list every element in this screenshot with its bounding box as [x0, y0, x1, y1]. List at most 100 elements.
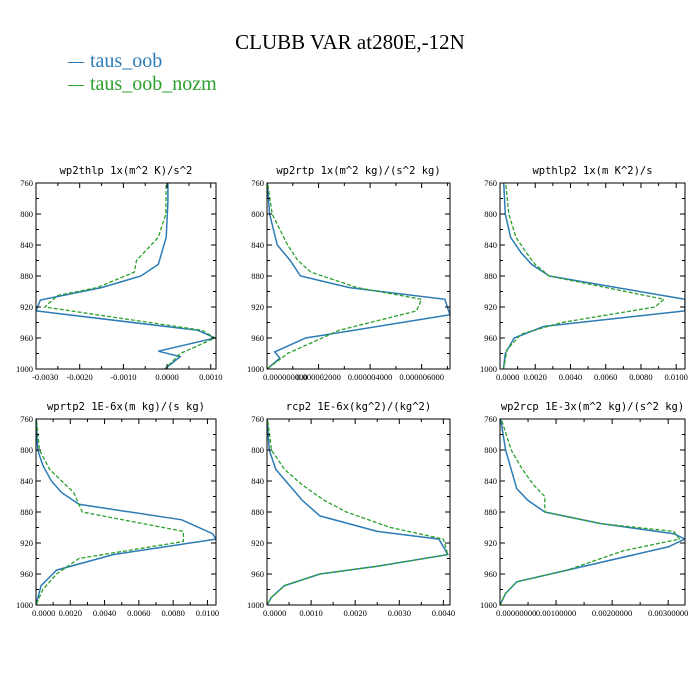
y-tick-label: 1000 — [480, 364, 497, 374]
plot-frame — [499, 418, 686, 606]
y-tick-label: 800 — [251, 209, 264, 219]
x-tick-label: 0.0000 — [155, 372, 178, 382]
x-tick-label: 0.0040 — [559, 372, 582, 382]
y-tick-label: 840 — [20, 476, 33, 486]
legend-swatch-blue — [68, 61, 84, 63]
y-tick-label: 1000 — [247, 364, 264, 374]
x-tick-label: 0.0000 — [263, 608, 286, 618]
plot-frame — [266, 418, 451, 606]
x-tick-label: 0.0080 — [161, 608, 184, 618]
x-tick-label: 0.0000 — [32, 608, 55, 618]
chart-panel-3: wpthlp2 1x(m K^2)/s 760 800 840 880 920 960 100… — [480, 165, 688, 382]
y-tick-label: 880 — [251, 271, 264, 281]
chart-panel-1: wp2thlp 1x(m^2 K)/s^2 760 800 840 880 920 960 1… — [16, 165, 222, 382]
x-tick-label: 0.0000 — [496, 372, 519, 382]
series-line-taus-oob — [36, 183, 216, 369]
y-tick-label: 920 — [20, 302, 33, 312]
y-tick-label: 840 — [20, 240, 33, 250]
y-tick-label: 760 — [484, 414, 497, 424]
y-tick-label: 920 — [484, 538, 497, 548]
y-tick-label: 960 — [251, 569, 264, 579]
y-tick-label: 920 — [20, 538, 33, 548]
y-tick-label: 880 — [20, 271, 33, 281]
plot-frame — [499, 182, 686, 370]
y-tick-label: 760 — [20, 414, 33, 424]
y-tick-label: 840 — [251, 476, 264, 486]
x-tick-label: 0.0080 — [629, 372, 652, 382]
y-tick-label: 800 — [484, 209, 497, 219]
y-tick-label: 760 — [484, 178, 497, 188]
y-tick-label: 800 — [484, 445, 497, 455]
chart-panel-4: wprtp2 1E-6x(m kg)/(s kg) 760 800 840 880 920… — [16, 401, 219, 618]
series-line-taus-oob-nozm — [500, 419, 681, 605]
x-tick-label: 0.00300000 — [648, 608, 688, 618]
series-line-taus-oob-nozm — [267, 419, 449, 605]
y-tick-label: 960 — [20, 569, 33, 579]
x-tick-label: 0.000002000 — [296, 372, 341, 382]
plot-frame — [35, 182, 217, 370]
y-tick-label: 960 — [251, 333, 264, 343]
x-tick-label: 0.0020 — [344, 608, 367, 618]
y-tick-label: 840 — [251, 240, 264, 250]
x-tick-label: 0.000000000 — [263, 372, 308, 382]
y-tick-label: 1000 — [16, 364, 33, 374]
x-tick-label: 0.00000000 — [496, 608, 536, 618]
x-tick-label: -0.0030 — [32, 372, 58, 382]
x-tick-label: -0.0010 — [110, 372, 136, 382]
x-tick-label: 0.0100 — [196, 608, 219, 618]
x-tick-label: 0.0020 — [524, 372, 547, 382]
page-title: CLUBB VAR at280E,-12N — [235, 30, 465, 54]
legend-label: taus_oob — [90, 50, 163, 72]
y-tick-label: 800 — [20, 445, 33, 455]
chart-panel-2: wp2rtp 1x(m^2 kg)/(s^2 kg) 760 800 840 880 92… — [247, 165, 451, 382]
chart-title: wpthlp2 1x(m K^2)/s — [532, 165, 652, 177]
x-tick-label: 0.00100000 — [536, 608, 576, 618]
x-tick-label: 0.0030 — [388, 608, 411, 618]
x-tick-label: 0.0060 — [127, 608, 150, 618]
y-tick-label: 1000 — [247, 600, 264, 610]
chart-panel-5: rcp2 1E-6x(kg^2)/(kg^2) 760 800 840 880 920 96… — [247, 401, 455, 618]
x-tick-label: 0.0010 — [299, 608, 322, 618]
y-tick-label: 960 — [484, 333, 497, 343]
y-tick-label: 800 — [20, 209, 33, 219]
legend-item-taus-oob-nozm: taus_oob_nozm — [68, 73, 217, 96]
series-line-taus-oob-nozm — [267, 183, 423, 369]
series-line-taus-oob — [267, 183, 450, 369]
chart-title: wprtp2 1E-6x(m kg)/(s kg) — [47, 401, 205, 413]
x-tick-label: 0.000004000 — [348, 372, 393, 382]
legend-label: taus_oob_nozm — [90, 73, 217, 95]
y-tick-label: 760 — [251, 178, 264, 188]
y-tick-label: 920 — [484, 302, 497, 312]
x-tick-label: 0.0020 — [59, 608, 82, 618]
x-tick-label: 0.0060 — [594, 372, 617, 382]
series-line-taus-oob-nozm — [36, 419, 185, 605]
y-tick-label: 960 — [484, 569, 497, 579]
y-tick-label: 760 — [251, 414, 264, 424]
chart-title: wp2thlp 1x(m^2 K)/s^2 — [60, 165, 193, 177]
y-tick-label: 840 — [484, 240, 497, 250]
x-tick-label: 0.0100 — [665, 372, 688, 382]
series-line-taus-oob-nozm — [43, 183, 216, 369]
series-line-taus-oob — [267, 419, 449, 605]
x-tick-label: 0.0040 — [93, 608, 116, 618]
chart-title: wp2rcp 1E-3x(m^2 kg)/(s^2 kg) — [501, 401, 684, 413]
legend-item-taus-oob: taus_oob — [68, 50, 162, 73]
x-tick-label: -0.0020 — [67, 372, 93, 382]
y-tick-label: 840 — [484, 476, 497, 486]
series-line-taus-oob-nozm — [502, 183, 666, 369]
y-tick-label: 920 — [251, 302, 264, 312]
y-tick-label: 760 — [20, 178, 33, 188]
x-tick-label: 0.000006000 — [399, 372, 444, 382]
y-tick-label: 880 — [20, 507, 33, 517]
y-tick-label: 920 — [251, 538, 264, 548]
y-tick-label: 880 — [484, 507, 497, 517]
x-tick-label: 0.0010 — [199, 372, 222, 382]
y-tick-label: 880 — [484, 271, 497, 281]
y-tick-label: 1000 — [16, 600, 33, 610]
y-tick-label: 1000 — [480, 600, 497, 610]
series-line-taus-oob — [36, 419, 216, 605]
x-tick-label: 0.0040 — [432, 608, 455, 618]
chart-title: rcp2 1E-6x(kg^2)/(kg^2) — [286, 401, 431, 413]
y-tick-label: 880 — [251, 507, 264, 517]
